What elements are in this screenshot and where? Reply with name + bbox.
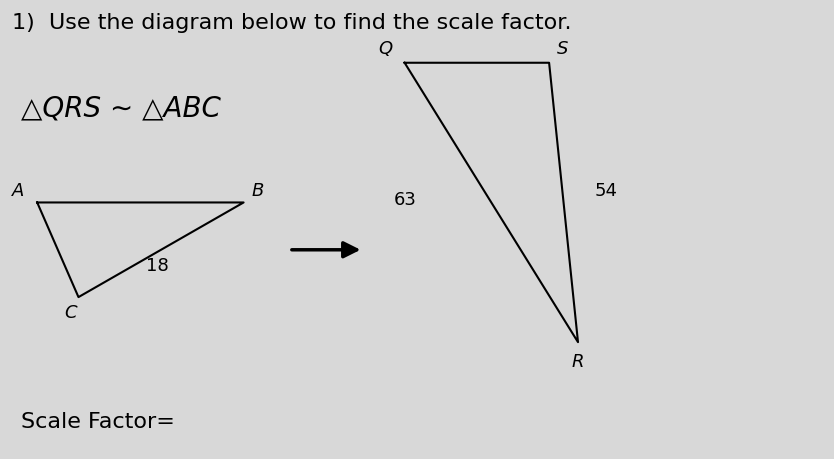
Text: 63: 63 — [394, 191, 417, 209]
Text: 1)  Use the diagram below to find the scale factor.: 1) Use the diagram below to find the sca… — [13, 13, 572, 33]
Text: △QRS ∼ △ABC: △QRS ∼ △ABC — [21, 94, 220, 122]
Text: Q: Q — [378, 40, 392, 58]
Text: C: C — [64, 304, 77, 322]
Text: R: R — [572, 353, 585, 371]
Text: A: A — [13, 182, 25, 200]
Text: 18: 18 — [146, 257, 168, 274]
Text: S: S — [557, 40, 569, 58]
Text: B: B — [252, 182, 264, 200]
Text: Scale Factor=: Scale Factor= — [21, 412, 174, 432]
Text: 54: 54 — [595, 182, 617, 200]
